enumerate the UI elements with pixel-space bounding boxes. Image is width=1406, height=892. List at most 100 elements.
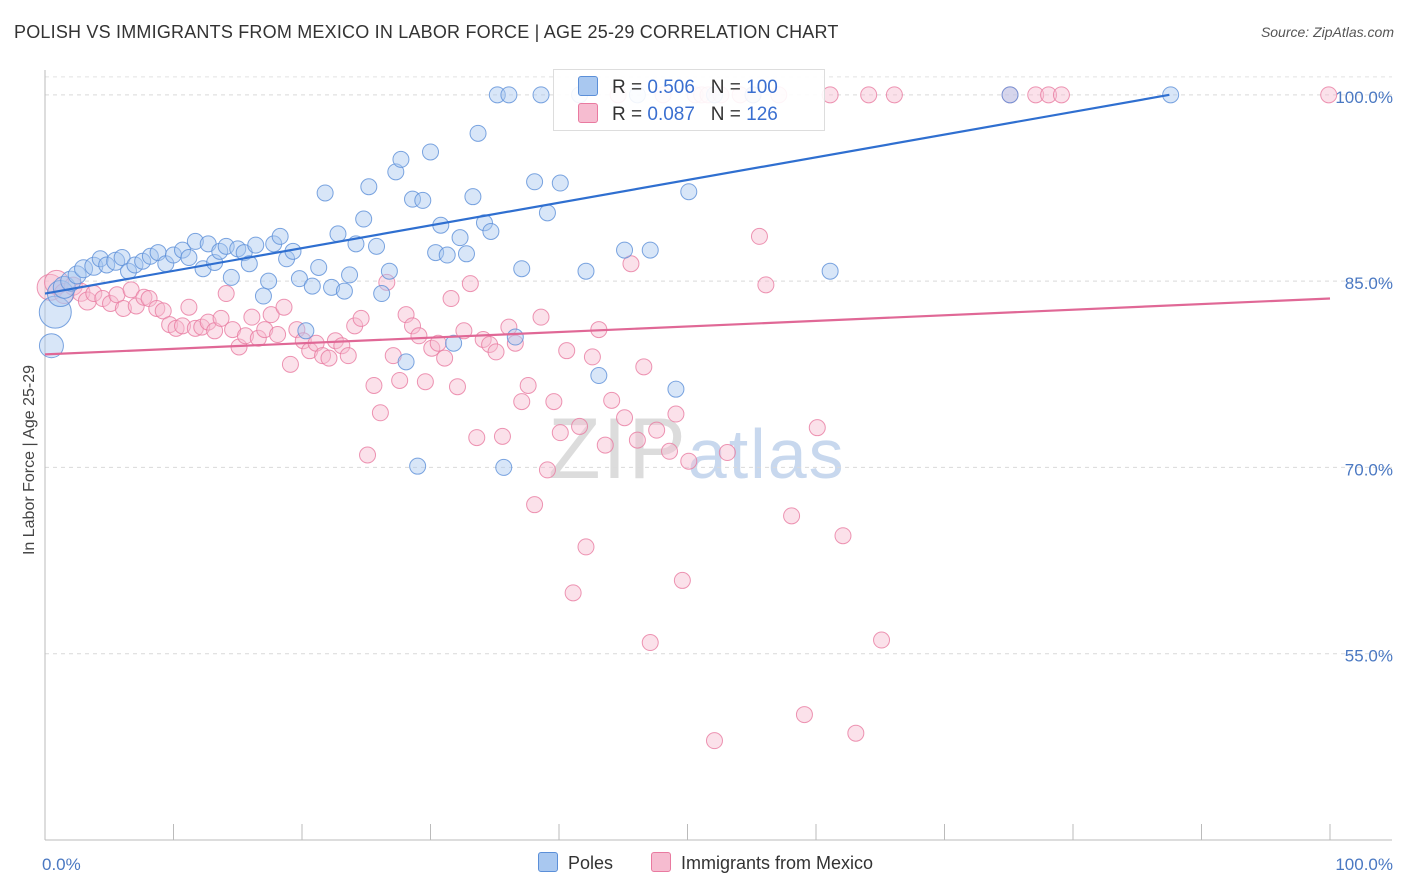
poles-point <box>526 173 544 191</box>
poles-point <box>38 295 72 329</box>
mexico-point <box>847 724 865 742</box>
poles-point <box>254 287 272 305</box>
poles-point <box>1001 86 1019 104</box>
mexico-point <box>583 348 601 366</box>
mexico-point <box>551 424 569 442</box>
mexico-point <box>455 322 473 340</box>
mexico-point <box>448 378 466 396</box>
mexico-point <box>173 317 191 335</box>
poles-point <box>380 262 398 280</box>
mexico-point <box>667 405 685 423</box>
poles-point <box>680 183 698 201</box>
poles-swatch <box>578 76 598 96</box>
mexico-point <box>199 313 217 331</box>
mexico-point <box>545 393 563 411</box>
poles-point <box>368 237 386 255</box>
poles-point <box>821 262 839 280</box>
mexico-point <box>404 317 422 335</box>
poles-point <box>247 236 265 254</box>
poles-point <box>451 229 469 247</box>
y-tick-label: 85.0% <box>1345 274 1393 293</box>
poles-point <box>290 270 308 288</box>
mexico-point <box>429 334 447 352</box>
legend-item-poles[interactable]: Poles <box>538 852 613 874</box>
mexico-point <box>873 631 891 649</box>
poles-point <box>316 184 334 202</box>
poles-point <box>409 457 427 475</box>
mexico-point <box>635 358 653 376</box>
mexico-trend-line <box>44 297 1331 356</box>
mexico-point <box>339 347 357 365</box>
mexico-point <box>558 342 576 360</box>
source-label: Source: ZipAtlas.com <box>1260 24 1394 40</box>
n-value: 100 <box>746 77 778 98</box>
poles-point <box>186 232 204 250</box>
mexico-point <box>436 349 454 367</box>
mexico-point <box>750 227 768 245</box>
poles-point <box>271 227 289 245</box>
mexico-point <box>365 376 383 394</box>
mexico-point <box>577 538 595 556</box>
poles-point <box>532 86 550 104</box>
stats-row-mexico: R = 0.087 N = 126 <box>578 103 778 126</box>
mexico-point <box>102 294 120 312</box>
mexico-point <box>532 308 550 326</box>
mexico-point <box>468 429 486 447</box>
poles-point <box>538 204 556 222</box>
mexico-point <box>519 376 537 394</box>
mexico-point <box>281 355 299 373</box>
poles-point <box>329 225 347 243</box>
poles-point <box>397 353 415 371</box>
mexico-point <box>506 334 524 352</box>
poles-legend-label: Poles <box>568 853 614 873</box>
mexico-swatch <box>578 103 598 123</box>
legend-item-mexico[interactable]: Immigrants from Mexico <box>651 852 873 874</box>
mexico-point <box>114 299 132 317</box>
mexico-point <box>461 275 479 293</box>
poles-point <box>240 255 258 273</box>
mexico-point <box>705 732 723 750</box>
poles-point <box>38 333 64 359</box>
poles-point <box>500 86 518 104</box>
mexico-point <box>416 373 434 391</box>
mexico-point <box>371 404 389 422</box>
y-tick-label: 55.0% <box>1345 647 1393 666</box>
mexico-point <box>808 419 826 437</box>
n-value: 126 <box>746 104 778 125</box>
r-value: 0.506 <box>647 77 695 98</box>
chart-title: POLISH VS IMMIGRANTS FROM MEXICO IN LABO… <box>14 22 839 42</box>
mexico-point <box>487 343 505 361</box>
mexico-point <box>442 290 460 308</box>
poles-point <box>482 222 500 240</box>
poles-point <box>323 278 341 296</box>
poles-point <box>438 246 456 264</box>
mexico-point <box>795 706 813 724</box>
mexico-point <box>378 273 396 291</box>
mexico-point <box>217 285 235 303</box>
x-tick-label: 0.0% <box>42 855 81 874</box>
poles-point <box>577 262 595 280</box>
poles-point <box>91 250 109 268</box>
poles-point <box>1162 86 1180 104</box>
poles-point <box>469 124 487 142</box>
mexico-legend-label: Immigrants from Mexico <box>681 853 874 873</box>
poles-point <box>414 191 432 209</box>
watermark-atlas: atlas <box>687 415 846 493</box>
axes <box>44 70 1392 841</box>
mexico-point <box>596 436 614 454</box>
poles-point <box>464 188 482 206</box>
n-label: N = <box>710 104 747 125</box>
y-tick-label: 100.0% <box>1335 88 1393 107</box>
mexico-point <box>180 298 198 316</box>
mexico-point <box>493 427 511 445</box>
mexico-point <box>622 255 640 273</box>
stats-row-poles: R = 0.506 N = 100 <box>578 76 778 99</box>
poles-point <box>222 268 240 286</box>
mexico-point <box>513 393 531 411</box>
poles-legend-swatch <box>538 852 558 872</box>
poles-point <box>373 285 391 303</box>
mexico-point <box>783 507 801 525</box>
mexico-point <box>1040 86 1058 104</box>
y-tick-label: 70.0% <box>1345 460 1393 479</box>
